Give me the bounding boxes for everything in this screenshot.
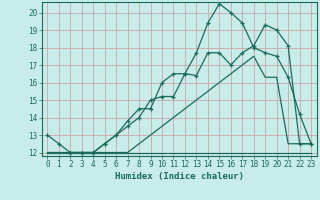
X-axis label: Humidex (Indice chaleur): Humidex (Indice chaleur) (115, 172, 244, 181)
